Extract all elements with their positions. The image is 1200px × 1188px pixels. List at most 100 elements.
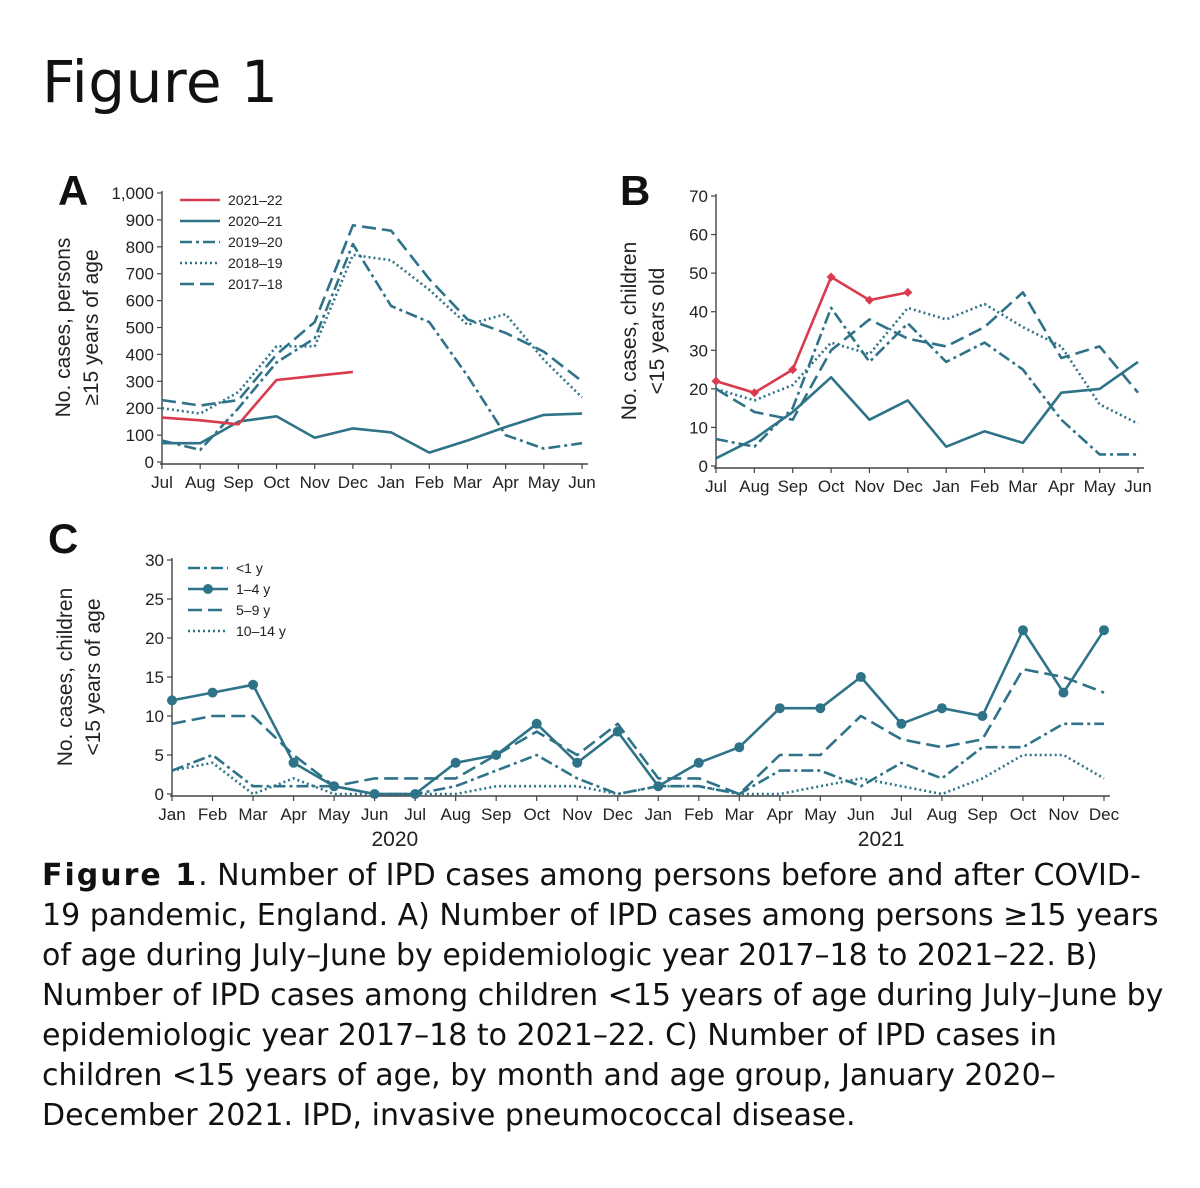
data-point bbox=[288, 757, 299, 768]
x-tick-label: Aug bbox=[441, 805, 471, 824]
legend-label: 1–4 y bbox=[236, 581, 270, 597]
y-tick-label: 200 bbox=[126, 399, 154, 418]
series-line bbox=[715, 302, 1139, 425]
y-axis-label: ≥15 years of age bbox=[80, 249, 103, 405]
y-axis-label: <15 years of age bbox=[82, 598, 105, 755]
x-tick-label: Mar bbox=[453, 473, 483, 492]
y-tick-label: 25 bbox=[145, 590, 164, 609]
y-tick-label: 900 bbox=[126, 211, 154, 230]
year-label: 2020 bbox=[372, 828, 419, 850]
y-tick-label: 40 bbox=[689, 303, 708, 322]
y-tick-label: 0 bbox=[155, 785, 164, 804]
x-tick-label: Jun bbox=[847, 805, 874, 824]
panel-label: A bbox=[58, 167, 88, 214]
series-line bbox=[161, 242, 583, 452]
series-line bbox=[715, 360, 1139, 460]
data-point bbox=[1017, 625, 1028, 636]
data-point bbox=[1058, 687, 1069, 698]
x-tick-label: May bbox=[804, 805, 837, 824]
y-tick-label: 60 bbox=[689, 226, 708, 245]
y-tick-label: 30 bbox=[145, 551, 164, 570]
x-tick-label: Jun bbox=[361, 805, 388, 824]
x-tick-label: Jul bbox=[151, 473, 173, 492]
y-tick-label: 0 bbox=[145, 453, 154, 472]
x-tick-label: Dec bbox=[893, 477, 924, 496]
series-line bbox=[171, 753, 1105, 796]
data-point bbox=[774, 703, 785, 714]
x-tick-label: Jan bbox=[377, 473, 404, 492]
series-line bbox=[715, 306, 1138, 456]
chart-panel-c: C 0 5 10 15 20 25 30 Jan Feb Mar Apr May Jun Jul Aug Sep… bbox=[48, 515, 1120, 850]
x-tick-label: Apr bbox=[280, 805, 307, 824]
x-tick-label: May bbox=[318, 805, 351, 824]
x-tick-label: Sep bbox=[223, 473, 253, 492]
x-tick-label: Nov bbox=[1048, 805, 1079, 824]
data-point bbox=[977, 711, 988, 721]
x-tick-label: Mar bbox=[238, 805, 268, 824]
legend-label: 2021–22 bbox=[228, 192, 283, 208]
y-tick-label: 800 bbox=[126, 238, 154, 257]
data-point bbox=[855, 672, 866, 682]
legend-label: 2020–21 bbox=[228, 213, 283, 229]
x-tick-label: Jan bbox=[932, 477, 959, 496]
data-point bbox=[167, 695, 177, 706]
series-line bbox=[161, 253, 583, 415]
x-tick-label: Sep bbox=[967, 805, 997, 824]
x-tick-label: Nov bbox=[562, 805, 593, 824]
x-tick-label: Mar bbox=[1008, 477, 1038, 496]
y-tick-label: 700 bbox=[126, 265, 154, 284]
x-tick-label: Jun bbox=[1124, 477, 1151, 496]
y-tick-label: 20 bbox=[145, 629, 164, 648]
panel-label: B bbox=[620, 167, 650, 214]
x-tick-label: Oct bbox=[523, 805, 550, 824]
caption-text: . Number of IPD cases among persons befo… bbox=[42, 858, 1164, 1133]
data-point bbox=[903, 287, 913, 297]
x-tick-label: Apr bbox=[1048, 477, 1075, 496]
series-line bbox=[161, 224, 583, 407]
x-tick-label: Nov bbox=[300, 473, 331, 492]
x-tick-label: Nov bbox=[854, 477, 885, 496]
y-tick-label: 15 bbox=[145, 668, 164, 687]
x-tick-label: Mar bbox=[725, 805, 755, 824]
year-label: 2021 bbox=[858, 828, 905, 850]
data-point bbox=[864, 295, 874, 305]
y-tick-label: 600 bbox=[126, 292, 154, 311]
data-point bbox=[896, 718, 907, 729]
data-point bbox=[711, 376, 721, 386]
legend-label: 2018–19 bbox=[228, 255, 283, 271]
series-line bbox=[715, 291, 1140, 422]
y-tick-label: 5 bbox=[155, 746, 164, 765]
chart-panel-a: A 0 100 200 300 400 500 600 700 800 900 1,000 Jul Aug… bbox=[52, 167, 596, 492]
x-tick-label: Jul bbox=[404, 805, 426, 824]
x-tick-label: Jan bbox=[158, 805, 185, 824]
y-tick-label: 100 bbox=[126, 426, 154, 445]
y-axis-label: No. cases, children bbox=[54, 588, 77, 767]
caption-label: Figure 1 bbox=[42, 858, 199, 893]
x-tick-label: Jun bbox=[568, 473, 595, 492]
data-point bbox=[369, 789, 380, 799]
x-tick-label: Aug bbox=[739, 477, 769, 496]
x-tick-label: Feb bbox=[415, 473, 444, 492]
data-point bbox=[207, 687, 218, 698]
x-tick-label: May bbox=[1084, 477, 1117, 496]
y-tick-label: 20 bbox=[689, 380, 708, 399]
legend-label: 2019–20 bbox=[228, 234, 283, 250]
data-point bbox=[815, 703, 826, 714]
x-tick-label: Aug bbox=[927, 805, 957, 824]
legend-label: <1 y bbox=[236, 560, 263, 576]
data-point bbox=[936, 703, 947, 714]
series-line bbox=[715, 275, 909, 395]
y-tick-label: 10 bbox=[145, 707, 164, 726]
data-point bbox=[788, 365, 798, 375]
x-tick-label: Dec bbox=[338, 473, 369, 492]
y-tick-label: 50 bbox=[689, 264, 708, 283]
x-tick-label: Jul bbox=[891, 805, 913, 824]
chart-panel-b: B 0 10 20 30 40 50 60 70 Jul Aug Sep Oct Nov Dec Jan Feb… bbox=[618, 167, 1152, 496]
x-tick-label: Oct bbox=[1010, 805, 1037, 824]
y-tick-label: 1,000 bbox=[111, 184, 154, 203]
data-point bbox=[749, 388, 759, 398]
legend-label: 5–9 y bbox=[236, 602, 270, 618]
x-tick-label: Sep bbox=[778, 477, 808, 496]
data-point bbox=[572, 757, 583, 768]
